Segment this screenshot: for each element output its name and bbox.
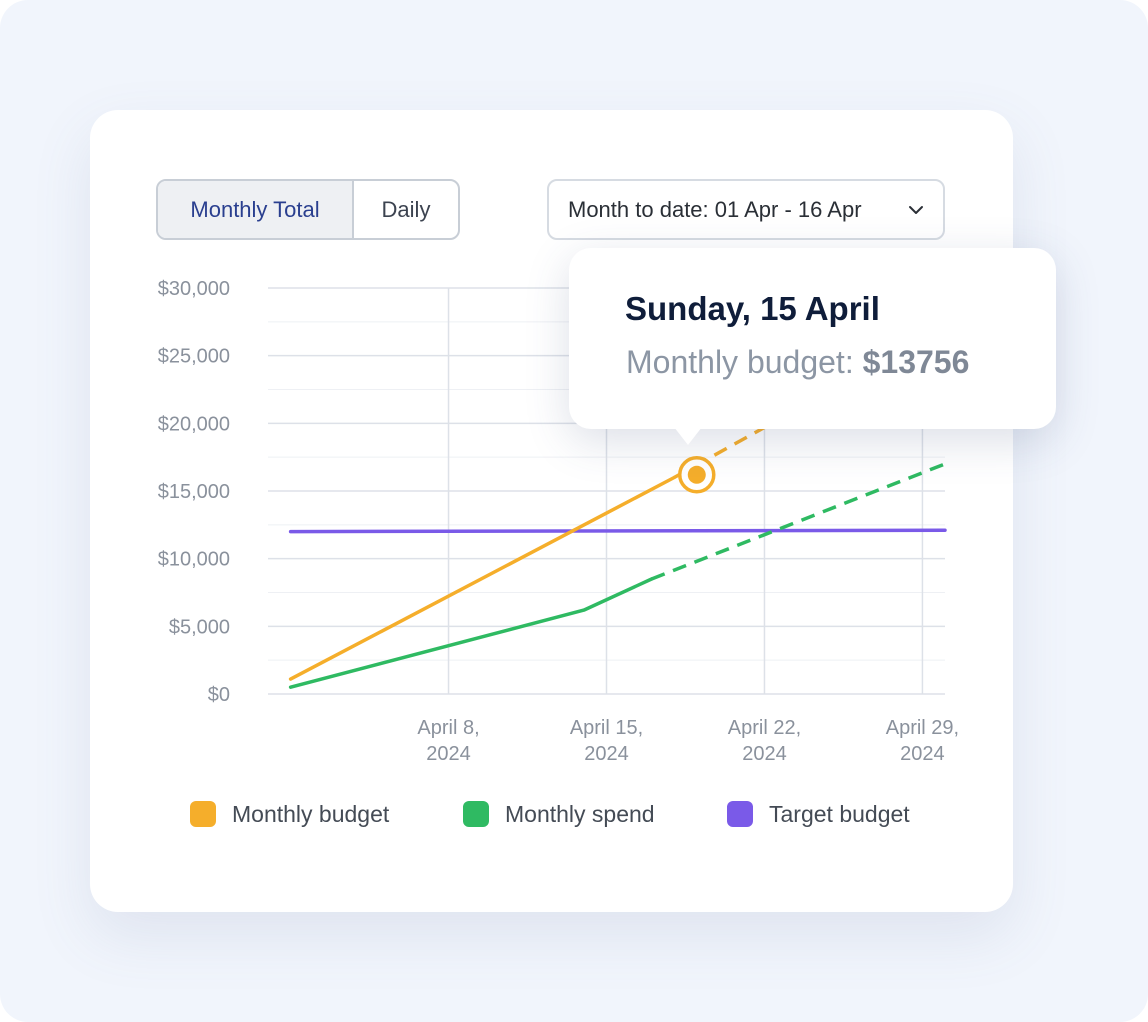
y-tick-label: $5,000 bbox=[169, 616, 230, 638]
y-tick-label: $15,000 bbox=[158, 481, 230, 503]
y-tick-label: $20,000 bbox=[158, 413, 230, 435]
chart-tooltip: Sunday, 15 April Monthly budget: $13756 bbox=[569, 248, 1056, 445]
chevron-down-icon bbox=[909, 206, 923, 214]
monthly-budget-projected-line bbox=[673, 425, 766, 480]
y-tick-label: $25,000 bbox=[158, 346, 230, 368]
tooltip-date: Sunday, 15 April bbox=[625, 290, 880, 327]
legend-swatch bbox=[727, 801, 753, 827]
y-axis-labels: $0 $5,000 $10,000 $15,000 $20,000 $25,000 $30,… bbox=[158, 278, 230, 706]
x-tick-label: April 15, 2024 bbox=[570, 717, 643, 765]
tooltip-value-line: Monthly budget: $13756 bbox=[626, 344, 969, 381]
y-tick-label: $30,000 bbox=[158, 278, 230, 300]
legend-label: Monthly budget bbox=[232, 800, 390, 827]
x-tick-label: April 8, 2024 bbox=[417, 717, 479, 765]
x-axis-labels: April 8, 2024 April 15, 2024 April 22, 2024 Ap… bbox=[417, 717, 959, 765]
tooltip-value: $13756 bbox=[862, 344, 970, 380]
monthly-spend-line bbox=[288, 577, 654, 689]
chart-series bbox=[288, 425, 947, 689]
monthly-budget-line bbox=[288, 475, 676, 681]
tab-monthly-total[interactable]: Monthly Total bbox=[158, 181, 354, 238]
chart-card bbox=[90, 110, 1013, 912]
date-range-dropdown[interactable]: Month to date: 01 Apr - 16 Apr bbox=[547, 179, 945, 240]
monthly-spend-projected-line bbox=[650, 462, 946, 581]
view-toggle: Monthly Total Daily bbox=[156, 179, 460, 240]
target-budget-line bbox=[288, 528, 947, 534]
tab-daily[interactable]: Daily bbox=[381, 196, 431, 222]
y-tick-label: $10,000 bbox=[158, 549, 230, 571]
legend-swatch bbox=[463, 801, 489, 827]
highlight-point bbox=[687, 465, 706, 484]
legend-label: Monthly spend bbox=[505, 800, 655, 827]
legend-item-target-budget[interactable]: Target budget bbox=[727, 799, 910, 829]
legend-swatch bbox=[190, 801, 216, 827]
y-tick-label: $0 bbox=[208, 684, 230, 706]
legend-item-monthly-budget[interactable]: Monthly budget bbox=[190, 799, 389, 829]
legend-label: Target budget bbox=[769, 800, 910, 827]
tooltip-label: Monthly budget: bbox=[626, 344, 863, 380]
date-range-label: Month to date: 01 Apr - 16 Apr bbox=[568, 196, 862, 222]
legend-item-monthly-spend[interactable]: Monthly spend bbox=[463, 799, 655, 829]
tooltip-pointer bbox=[674, 427, 702, 445]
x-tick-label: April 29, 2024 bbox=[886, 717, 959, 765]
x-tick-label: April 22, 2024 bbox=[728, 717, 801, 765]
